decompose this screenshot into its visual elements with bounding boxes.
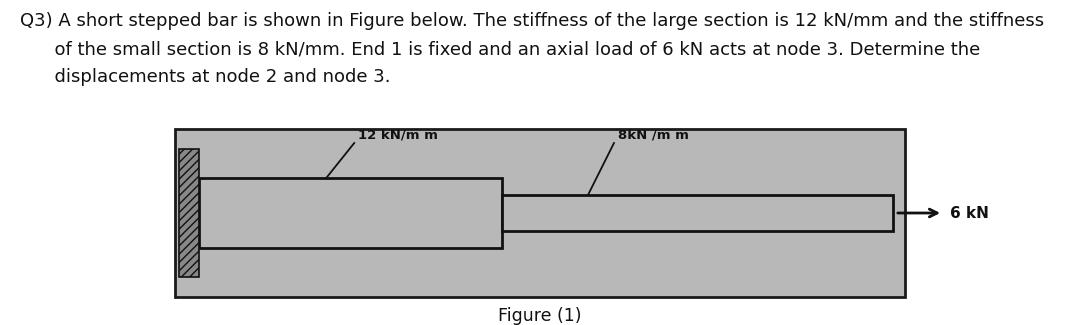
Text: of the small section is 8 kN/mm. End 1 is fixed and an axial load of 6 kN acts a: of the small section is 8 kN/mm. End 1 i… xyxy=(21,40,981,58)
Bar xyxy=(199,178,502,248)
Bar xyxy=(502,195,893,231)
Text: displacements at node 2 and node 3.: displacements at node 2 and node 3. xyxy=(21,68,391,86)
Bar xyxy=(175,129,905,297)
Text: Figure (1): Figure (1) xyxy=(498,307,582,325)
Text: 8kN /m m: 8kN /m m xyxy=(618,128,689,141)
Bar xyxy=(179,149,199,277)
Text: Q3) A short stepped bar is shown in Figure below. The stiffness of the large sec: Q3) A short stepped bar is shown in Figu… xyxy=(21,12,1044,30)
Text: 6 kN: 6 kN xyxy=(950,205,989,220)
Text: 12 kN/m m: 12 kN/m m xyxy=(359,128,438,141)
